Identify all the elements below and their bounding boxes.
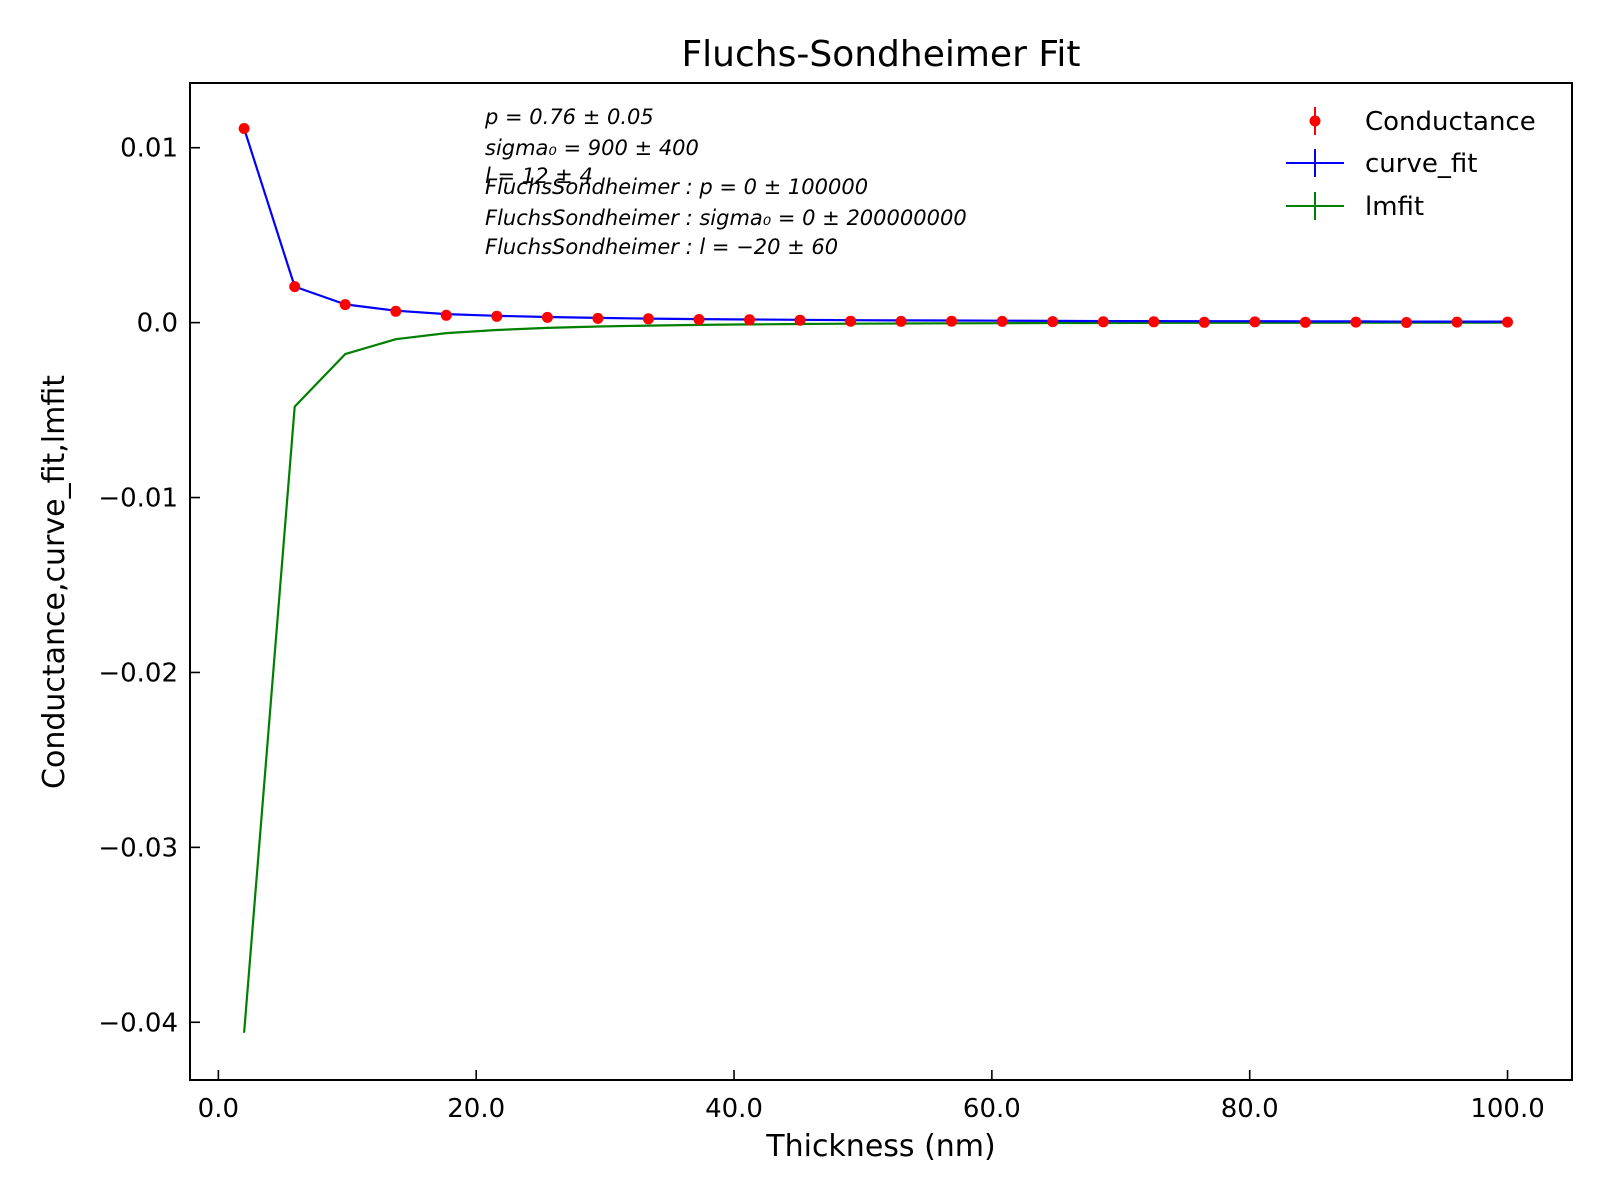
data-point-conductance xyxy=(592,312,604,324)
data-point-conductance xyxy=(491,310,503,322)
data-point-conductance xyxy=(1198,316,1210,328)
data-point-conductance xyxy=(440,309,452,321)
y-tick-label: −0.02 xyxy=(98,658,178,688)
legend-item-conductance: Conductance xyxy=(1309,107,1536,137)
data-point-conductance xyxy=(845,315,857,327)
legend: Conductance curve_fit lmfit xyxy=(1286,107,1536,222)
data-point-conductance xyxy=(541,311,553,323)
x-tick-label: 60.0 xyxy=(963,1094,1021,1124)
series-line-curve-fit xyxy=(243,128,1508,323)
y-tick-label: 0.0 xyxy=(137,309,178,339)
data-point-conductance xyxy=(642,313,654,325)
data-point-conductance xyxy=(794,314,806,326)
data-point-conductance xyxy=(238,123,250,134)
data-point-conductance xyxy=(1401,317,1412,328)
legend-label-curve-fit: curve_fit xyxy=(1365,149,1477,179)
chart-title: Fluchs-Sondheimer Fit xyxy=(681,34,1080,75)
data-point-conductance xyxy=(1350,316,1362,328)
y-tick-label: 0.01 xyxy=(120,134,178,164)
y-tick-label: −0.01 xyxy=(98,484,178,514)
data-point-conductance xyxy=(1451,316,1463,328)
x-tick-label: 20.0 xyxy=(447,1094,505,1124)
annotation-line: FluchsSondheimer : sigma₀ = 0 ± 20000000… xyxy=(485,206,967,230)
plot-frame xyxy=(189,82,1573,1081)
data-point-conductance xyxy=(339,299,351,311)
x-tick-label: 40.0 xyxy=(705,1094,763,1124)
x-tick-label: 0.0 xyxy=(198,1094,239,1124)
x-tick-label: 80.0 xyxy=(1221,1094,1279,1124)
data-point-conductance xyxy=(1502,316,1513,328)
data-point-conductance xyxy=(1249,316,1261,328)
legend-item-curve-fit: curve_fit xyxy=(1286,149,1477,179)
y-tick-label: −0.03 xyxy=(98,833,178,863)
annotation-line: l = 12 ± 4 xyxy=(485,164,593,188)
annotation-line: sigma₀ = 900 ± 400 xyxy=(485,136,699,160)
legend-label-conductance: Conductance xyxy=(1365,107,1536,137)
data-point-conductance xyxy=(744,314,755,326)
y-axis-title: Conductance,curve_fit,lmfit xyxy=(37,375,72,789)
y-tick-label: −0.04 xyxy=(98,1008,178,1038)
series-layer xyxy=(238,123,1513,1033)
annotation-line: p = 0.76 ± 0.05 xyxy=(484,105,654,129)
annotation-line: FluchsSondheimer : l = −20 ± 60 xyxy=(485,235,838,259)
data-point-conductance xyxy=(895,315,907,327)
data-point-conductance xyxy=(289,281,301,293)
data-point-conductance xyxy=(996,315,1008,327)
ticks: 0.0 20.0 40.0 60.0 80.0 100.0 0.01 0.0 −0.01 −0.0… xyxy=(98,134,1544,1124)
data-point-conductance xyxy=(1148,316,1160,328)
data-point-conductance xyxy=(693,314,705,325)
data-point-conductance xyxy=(946,315,958,327)
data-point-conductance xyxy=(1047,316,1059,328)
data-point-conductance xyxy=(1299,316,1311,328)
x-tick-label: 100.0 xyxy=(1470,1094,1544,1124)
legend-label-lmfit: lmfit xyxy=(1365,192,1424,222)
annotations: p = 0.76 ± 0.05 sigma₀ = 900 ± 400 l = 1… xyxy=(484,105,967,259)
annotation-line: FluchsSondheimer : p = 0 ± 100000 xyxy=(485,175,868,199)
data-point-conductance xyxy=(390,305,402,317)
legend-item-lmfit: lmfit xyxy=(1286,192,1424,222)
data-point-conductance xyxy=(1097,316,1109,328)
legend-swatch-conductance-marker xyxy=(1309,115,1321,127)
series-line-lmfit xyxy=(243,321,1508,1033)
x-axis-title: Thickness (nm) xyxy=(765,1129,995,1164)
